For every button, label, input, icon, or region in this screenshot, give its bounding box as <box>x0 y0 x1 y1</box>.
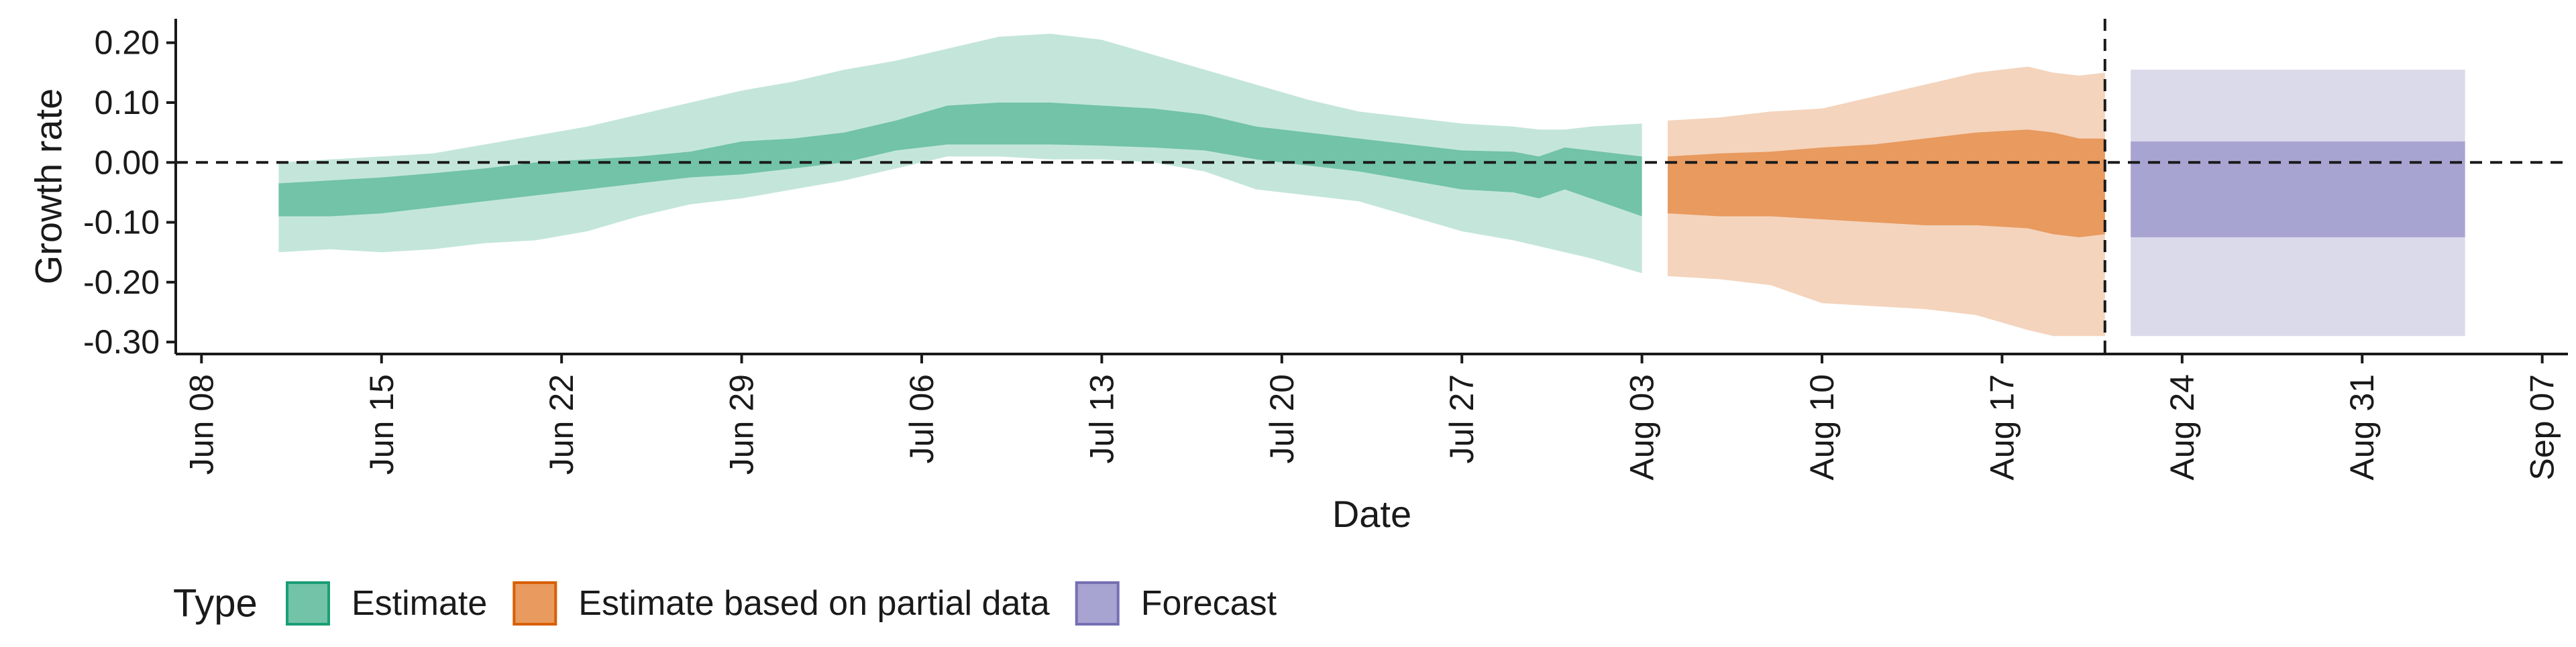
axes <box>174 19 2568 355</box>
estimate-based-on-partial-data-inner-band <box>1668 129 2105 237</box>
x-tick-label: Jul 20 <box>1263 374 1301 463</box>
y-ticks: 0.20 0.10 0.00 -0.10 -0.20 -0.30 <box>83 24 176 361</box>
x-tick-label: Jun 22 <box>543 374 580 475</box>
x-tick-label: Jul 06 <box>903 374 941 463</box>
x-tick-label: Aug 03 <box>1623 374 1661 480</box>
x-tick-label: Jun 08 <box>182 374 220 475</box>
x-axis-title: Date <box>1332 493 1411 535</box>
x-tick-label: Aug 10 <box>1803 374 1841 480</box>
legend: Type Estimate Estimate based on partial d… <box>173 581 1277 626</box>
legend-key-estimate <box>286 581 330 626</box>
estimate-inner-band <box>278 103 1642 217</box>
y-tick-label: 0.10 <box>95 84 160 121</box>
bands-layer <box>278 34 2465 337</box>
legend-title: Type <box>173 582 258 626</box>
y-axis-title: Growth rate <box>28 89 70 285</box>
x-ticks: Jun 08 Jun 15 Jun 22 Jun 29 Jul 06 Jul 13 Jul … <box>182 354 2561 480</box>
x-tick-label: Aug 24 <box>2163 374 2201 480</box>
legend-label-estimate: Estimate <box>352 584 487 623</box>
y-tick-label: 0.20 <box>95 24 160 62</box>
x-tick-label: Jun 29 <box>723 374 761 475</box>
y-tick-label: -0.20 <box>83 263 160 301</box>
legend-label-forecast: Forecast <box>1141 584 1277 623</box>
y-tick-label: -0.30 <box>83 323 160 361</box>
y-tick-label: 0.00 <box>95 143 160 181</box>
x-tick-label: Aug 31 <box>2343 374 2381 480</box>
x-tick-label: Jul 27 <box>1443 374 1481 463</box>
x-tick-label: Aug 17 <box>1983 374 2021 480</box>
legend-key-estimate-based-on-partial-data <box>513 581 557 626</box>
estimate-outer-band <box>278 34 1642 274</box>
x-tick-label: Sep 07 <box>2524 374 2561 480</box>
forecast-inner-band <box>2131 141 2465 237</box>
y-tick-label: -0.10 <box>83 204 160 241</box>
x-tick-label: Jun 15 <box>363 374 400 475</box>
reference-lines <box>176 19 2568 354</box>
legend-key-forecast <box>1075 581 1120 626</box>
x-tick-label: Jul 13 <box>1083 374 1120 463</box>
legend-label-estimate-based-on-partial-data: Estimate based on partial data <box>578 584 1050 623</box>
